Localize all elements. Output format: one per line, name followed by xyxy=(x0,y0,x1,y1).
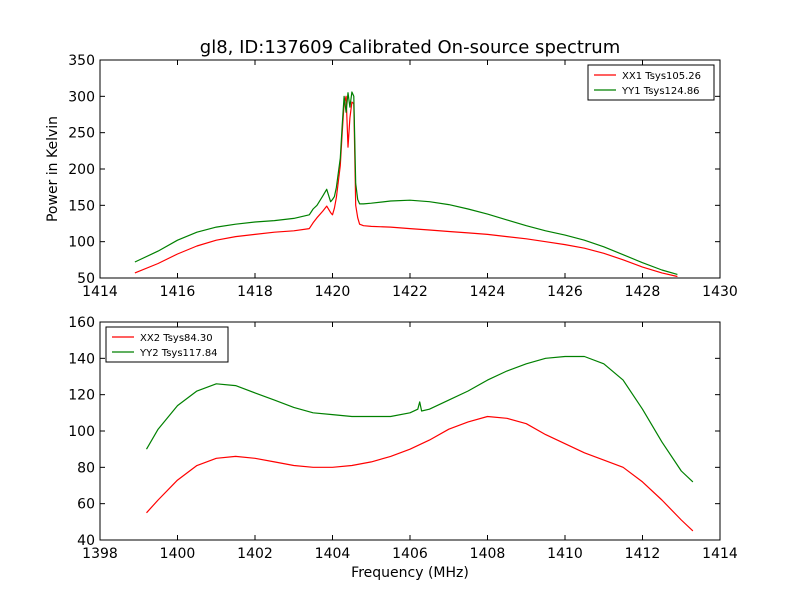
x-tick-label: 1430 xyxy=(702,284,738,300)
legend: XX1 Tsys105.26 YY1 Tsys124.86 xyxy=(587,64,715,101)
x-tick-label: 1406 xyxy=(392,546,428,562)
x-tick-label: 1414 xyxy=(702,546,738,562)
x-tick-label: 1412 xyxy=(625,546,661,562)
legend-label-2: YY2 Tsys117.84 xyxy=(139,348,218,359)
y-tick-label: 300 xyxy=(68,89,95,105)
legend-box xyxy=(105,326,229,363)
x-tick-label: 1402 xyxy=(237,546,273,562)
x-tick-label: 1408 xyxy=(470,546,506,562)
x-tick-label: 1418 xyxy=(237,284,273,300)
series-line-1 xyxy=(134,95,678,278)
top-y-axis-label: Power in Kelvin xyxy=(45,116,61,222)
y-tick-label: 80 xyxy=(77,460,95,476)
y-tick-label: 40 xyxy=(77,533,95,549)
chart-panels: 1414 1416 1418 1420 1422 1424 1426 1428 1430 50 10… xyxy=(68,53,738,562)
x-tick-label: 1410 xyxy=(547,546,583,562)
x-tick-label: 1414 xyxy=(82,284,118,300)
y-tick-label: 60 xyxy=(77,497,95,513)
series-line-1 xyxy=(146,415,694,532)
chart-panel-2: 1398 1400 1402 1404 1406 1408 1410 1412 1414 40 60… xyxy=(68,315,738,562)
x-tick-label: 1426 xyxy=(547,284,583,300)
x-tick-label: 1422 xyxy=(392,284,428,300)
series-line-2 xyxy=(134,91,678,275)
y-tick-label: 150 xyxy=(68,198,95,214)
x-tick-label: 1404 xyxy=(315,546,351,562)
figure-title: gl8, ID:137609 Calibrated On-source spec… xyxy=(200,37,620,58)
y-tick-label: 200 xyxy=(68,162,95,178)
legend-label-2: YY1 Tsys124.86 xyxy=(621,86,700,97)
x-tick-label: 1400 xyxy=(160,546,196,562)
x-tick-label: 1428 xyxy=(625,284,661,300)
x-tick-label: 1416 xyxy=(160,284,196,300)
y-tick-label: 250 xyxy=(68,126,95,142)
y-tick-label: 50 xyxy=(77,271,95,287)
series-line-2 xyxy=(145,355,694,483)
chart-panel-1: 1414 1416 1418 1420 1422 1424 1426 1428 1430 50 10… xyxy=(68,53,738,300)
bottom-x-axis-label: Frequency (MHz) xyxy=(351,565,469,581)
x-tick-label: 1420 xyxy=(315,284,351,300)
y-tick-label: 140 xyxy=(68,351,95,367)
legend: XX2 Tsys84.30 YY2 Tsys117.84 xyxy=(105,326,229,363)
y-tick-label: 160 xyxy=(68,315,95,331)
legend-label-1: XX2 Tsys84.30 xyxy=(140,333,213,344)
y-tick-label: 100 xyxy=(68,424,95,440)
legend-label-1: XX1 Tsys105.26 xyxy=(622,71,701,82)
x-tick-label: 1398 xyxy=(82,546,118,562)
x-tick-label: 1424 xyxy=(470,284,506,300)
y-tick-label: 120 xyxy=(68,388,95,404)
legend-box xyxy=(587,64,715,101)
y-tick-label: 350 xyxy=(68,53,95,69)
y-tick-label: 100 xyxy=(68,235,95,251)
